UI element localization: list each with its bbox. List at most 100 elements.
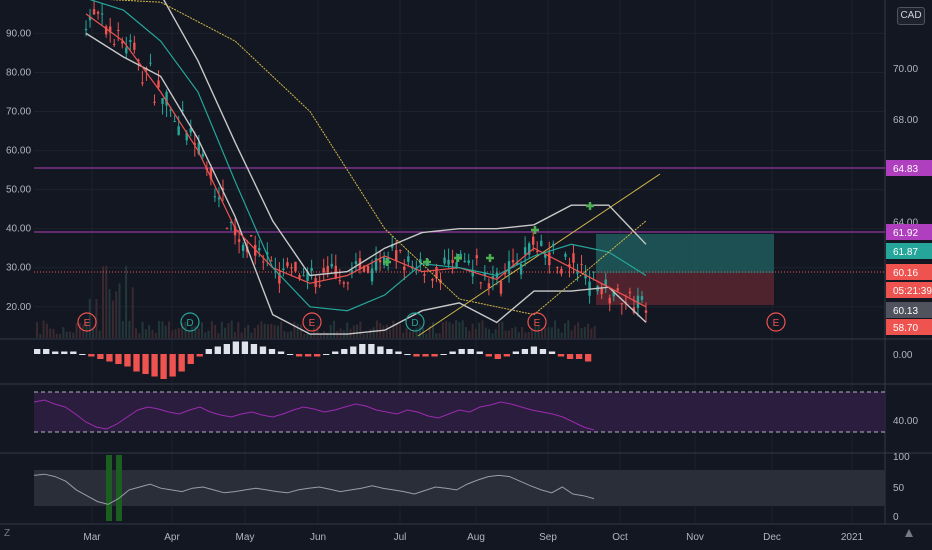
stoch-axis-tick: 0 [893, 512, 899, 523]
volume-bar [461, 320, 464, 338]
time-axis-tick: Oct [612, 532, 628, 543]
candle-body [471, 269, 474, 277]
volume-bar [484, 327, 487, 338]
candle-body [483, 272, 487, 276]
volume-bar [488, 329, 491, 338]
volume-bar [296, 323, 299, 338]
volume-bar [395, 323, 398, 338]
volume-bar [441, 322, 444, 338]
macd-bar [395, 351, 402, 354]
macd-bar [133, 354, 140, 372]
event-marker[interactable] [302, 312, 322, 332]
volume-bar [158, 321, 161, 338]
candle-body [600, 288, 603, 295]
macd-bar [485, 354, 492, 357]
rsi-axis-tick: 40.00 [893, 416, 918, 427]
candle-body [556, 267, 559, 269]
candle-body [350, 270, 354, 274]
event-marker-label: D [411, 318, 418, 329]
price-tag [886, 224, 932, 240]
long-position-profit-zone[interactable] [596, 234, 774, 273]
candle-body [201, 153, 205, 157]
volume-bar [52, 328, 55, 338]
macd-bar [521, 349, 529, 354]
buy-signals [383, 202, 594, 266]
volume-bar [78, 322, 81, 338]
volume-bar [428, 326, 431, 338]
time-axis[interactable]: Mar Apr May Jun Jul Aug Sep Oct Nov Dec 2021 [83, 532, 863, 543]
candle-body [213, 196, 217, 198]
settings-icon[interactable] [904, 528, 914, 538]
candle-body [431, 278, 434, 281]
volume-bar [177, 328, 180, 338]
volume-bar [590, 328, 593, 338]
candle-body [616, 288, 619, 291]
macd-bar [503, 354, 510, 357]
candle-body [177, 126, 180, 136]
macd-axis: 0.00 [893, 350, 913, 361]
macd-bar [539, 349, 547, 354]
macd-axis-tick: 0.00 [893, 350, 913, 361]
macd-bar [34, 349, 41, 354]
volume-bar [276, 325, 279, 338]
candle-body [467, 260, 470, 264]
event-marker[interactable] [766, 312, 786, 332]
candle-body [362, 265, 366, 272]
candle-body [96, 11, 100, 14]
event-marker[interactable] [180, 312, 200, 332]
volume-bar [359, 321, 362, 338]
volume-bar [540, 327, 543, 338]
macd-bar [530, 346, 538, 354]
volume-bar [352, 325, 355, 338]
volume-bar [468, 330, 471, 338]
macd-bar [494, 354, 501, 359]
macd-bar [350, 346, 357, 354]
candle-body [165, 91, 168, 106]
volume-bar [366, 333, 368, 338]
right-axis-tick: 64.00 [893, 218, 918, 229]
event-marker[interactable] [405, 312, 425, 332]
candle-body [612, 291, 615, 297]
candle-body [241, 244, 245, 251]
macd-bar [214, 346, 221, 354]
event-marker[interactable] [527, 312, 547, 332]
macd-bar [557, 354, 565, 357]
volume-bar [392, 320, 395, 338]
currency-badge[interactable]: CAD [897, 7, 925, 25]
left-axis-tick: 20.00 [6, 302, 31, 313]
candle-body [540, 240, 543, 247]
volume-bar [412, 329, 415, 338]
macd-bar [250, 344, 258, 354]
volume-bar [339, 328, 342, 338]
volume-bar [418, 324, 421, 338]
macd-bar [70, 351, 77, 354]
candle-body [455, 262, 458, 267]
fast-moving-average [85, 13, 647, 308]
zoom-icon[interactable]: Z [4, 528, 11, 539]
volume-bar [283, 331, 286, 338]
macd-bar [97, 354, 104, 359]
volume-bar [346, 322, 349, 338]
volume-bar [214, 324, 217, 338]
price-tag [886, 319, 932, 335]
candle-body [193, 143, 196, 145]
candle-body [338, 280, 342, 282]
candle-body [88, 16, 92, 21]
volume-bar [207, 330, 210, 338]
price-tag-label: 60.13 [893, 306, 918, 317]
macd-bar [548, 351, 556, 354]
event-marker[interactable] [77, 312, 97, 332]
volume-bar [527, 331, 530, 338]
candle-body [390, 244, 394, 248]
time-axis-tick: Dec [763, 532, 781, 543]
candle-body [290, 267, 293, 269]
volume-bar [382, 325, 385, 338]
volume-bar [511, 328, 514, 338]
candle-body [403, 266, 406, 271]
macd-bar [304, 354, 312, 357]
volume-bar [240, 332, 243, 338]
macd-bar [151, 354, 158, 377]
